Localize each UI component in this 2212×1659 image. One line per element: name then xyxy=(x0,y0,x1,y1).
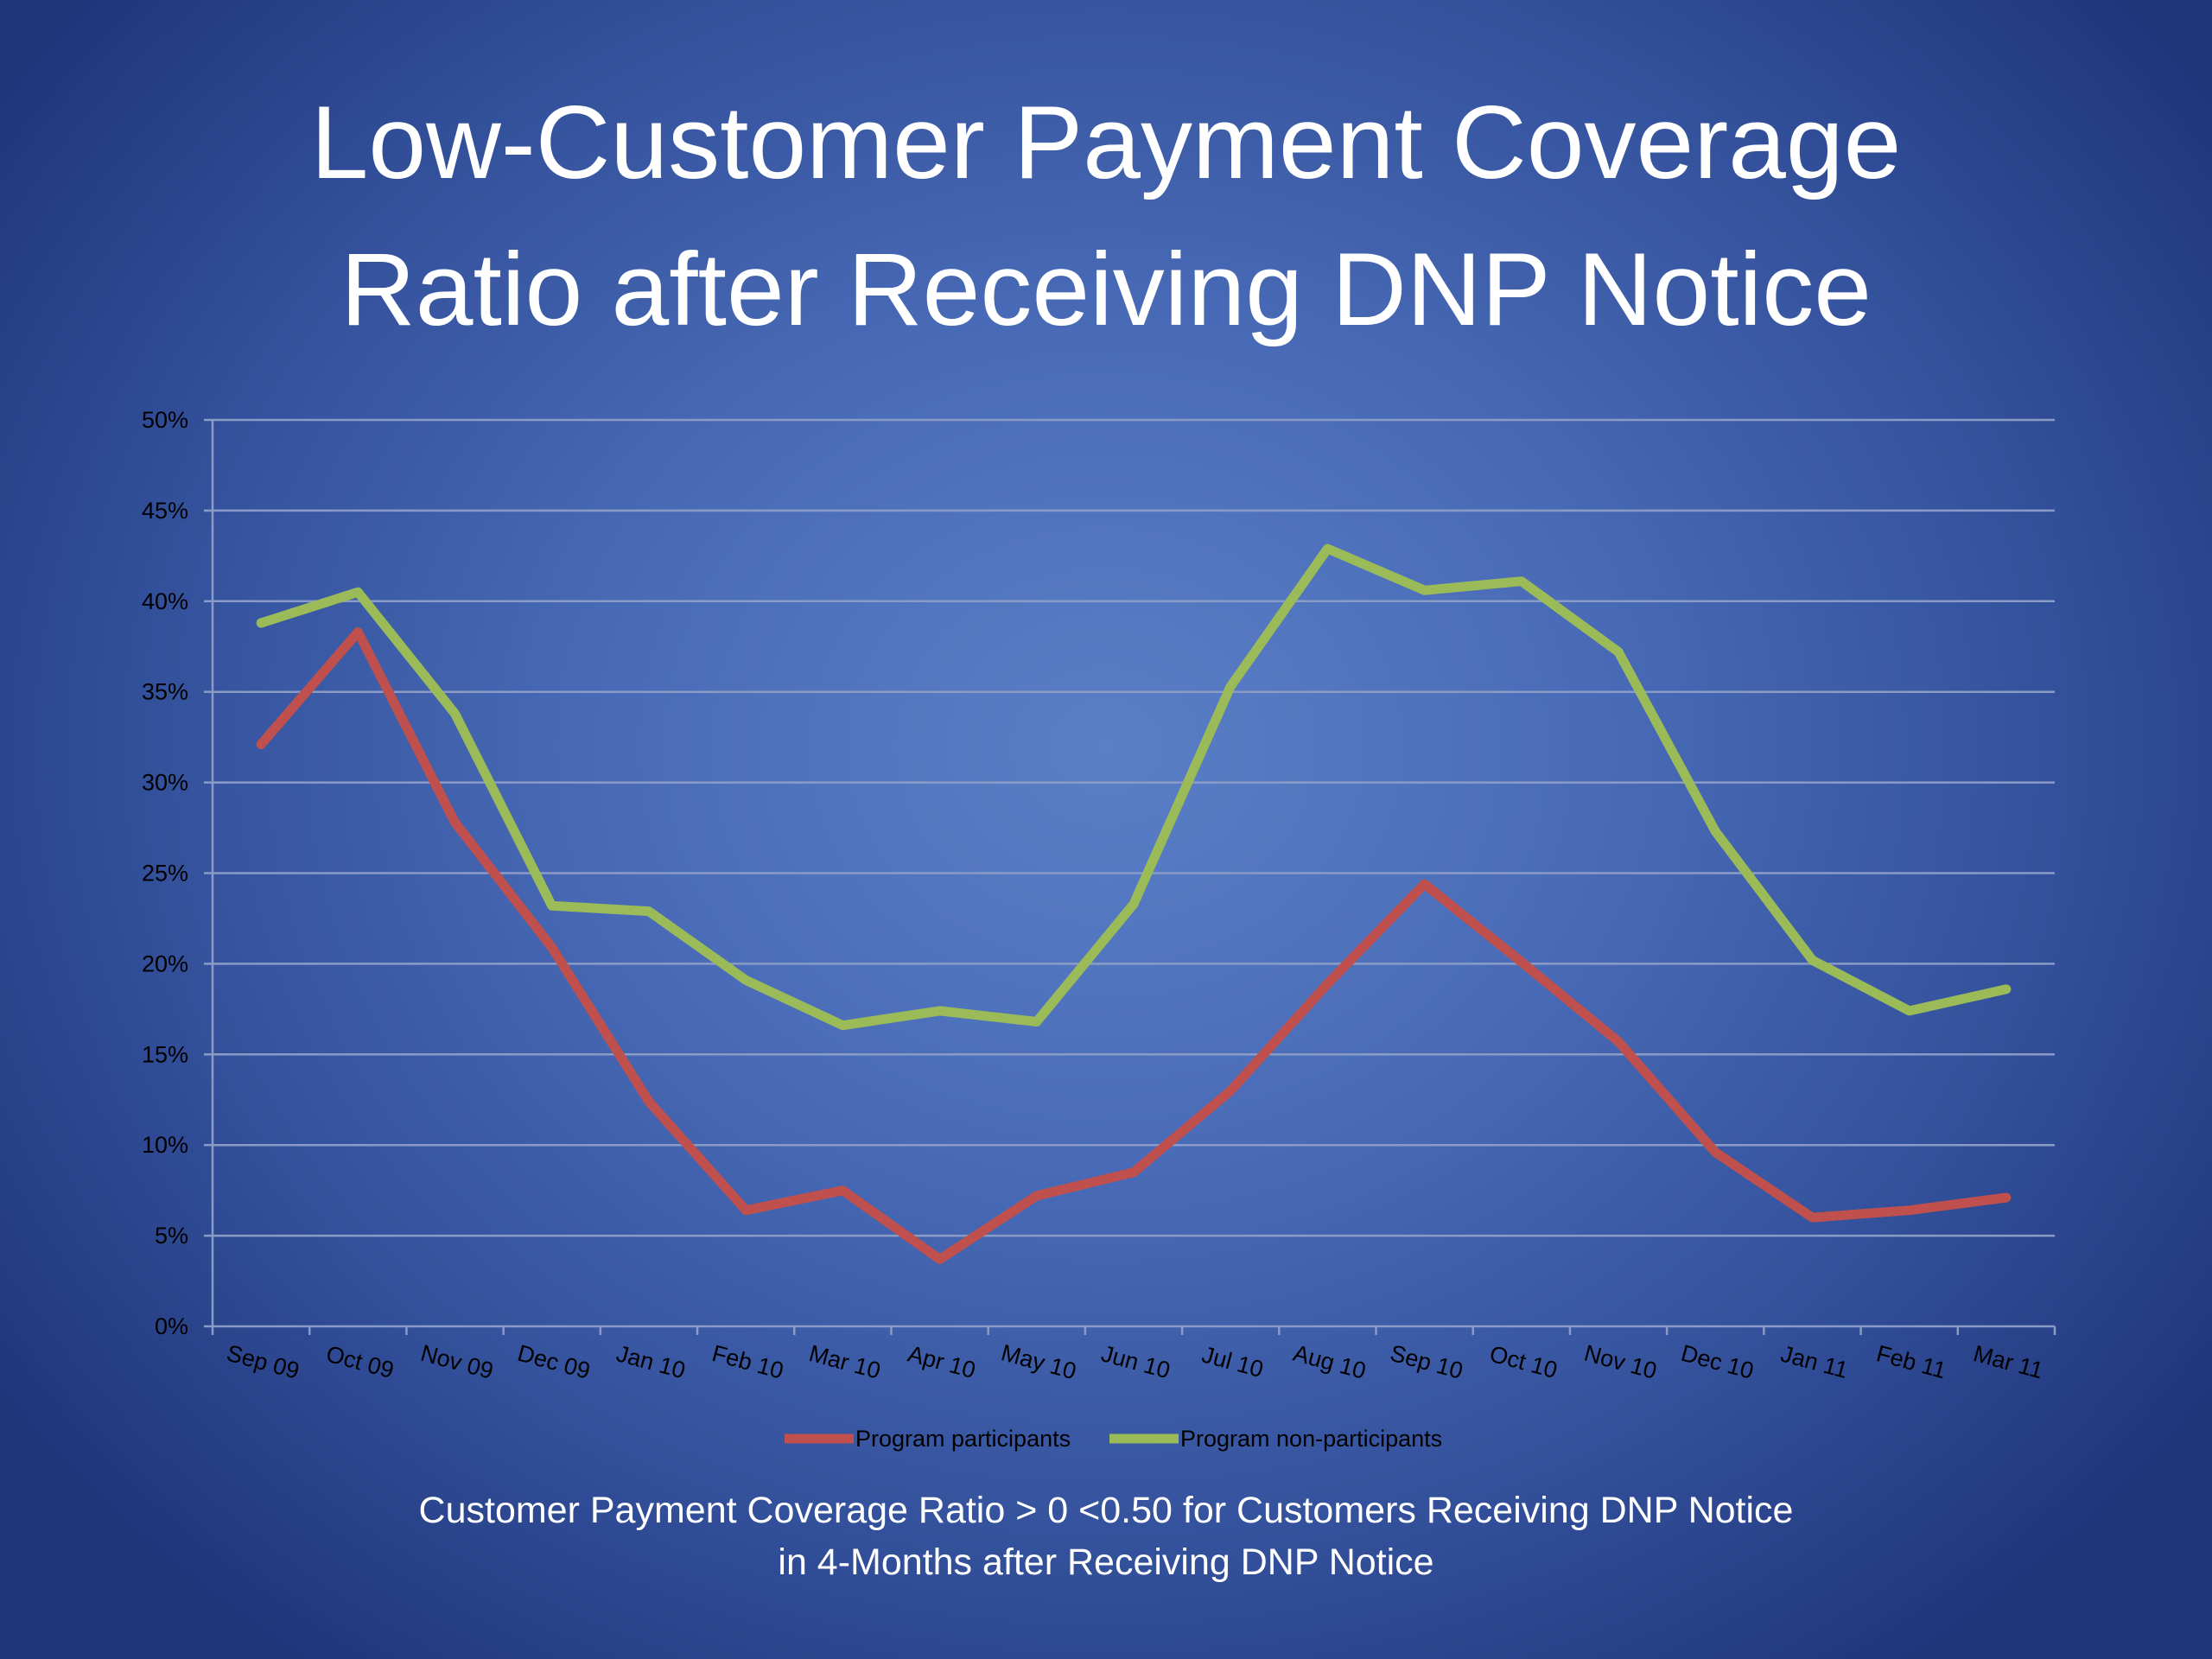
legend-label: Program participants xyxy=(855,1426,1071,1452)
slide-title: Low-Customer Payment Coverage Ratio afte… xyxy=(0,69,2212,363)
x-tick-label: Feb 11 xyxy=(1873,1340,1948,1383)
y-tick-label: 10% xyxy=(142,1132,188,1158)
axes xyxy=(204,418,2056,1335)
chart-caption: Customer Payment Coverage Ratio > 0 <0.5… xyxy=(0,1484,2212,1588)
y-tick-label: 45% xyxy=(142,498,188,524)
caption-line-2: in 4-Months after Receiving DNP Notice xyxy=(778,1541,1434,1583)
gridlines xyxy=(213,418,2055,1237)
x-tick-label: Aug 10 xyxy=(1291,1340,1369,1384)
x-tick-label: Oct 09 xyxy=(323,1341,397,1384)
x-tick-label: Mar 10 xyxy=(806,1340,883,1384)
x-tick-label: Jul 10 xyxy=(1199,1341,1266,1382)
y-tick-label: 15% xyxy=(142,1041,188,1067)
x-tick-label: Jan 10 xyxy=(613,1340,688,1383)
caption-line-1: Customer Payment Coverage Ratio > 0 <0.5… xyxy=(418,1490,1794,1531)
x-tick-label: Sep 10 xyxy=(1388,1340,1465,1384)
x-tick-label: Jun 10 xyxy=(1098,1340,1173,1383)
legend: Program participants Program non-particip… xyxy=(785,1426,1442,1452)
x-tick-label: Nov 09 xyxy=(418,1340,496,1384)
x-tick-label: Jan 11 xyxy=(1778,1341,1851,1383)
line-chart: 0% 5% 10% 15% 20% 25% 30% 35% 40% 45% 50% Sep 09 Oc… xyxy=(142,407,2056,1452)
y-tick-label: 5% xyxy=(155,1223,188,1249)
y-tick-label: 40% xyxy=(142,588,188,614)
x-tick-labels: Sep 09 Oct 09 Nov 09 Dec 09 Jan 10 Feb 10 Mar … xyxy=(224,1339,2046,1384)
y-tick-label: 20% xyxy=(142,950,188,976)
series-lines xyxy=(256,543,2012,1264)
x-tick-label: May 10 xyxy=(998,1339,1078,1384)
x-tick-label: Dec 09 xyxy=(515,1340,593,1384)
y-tick-labels: 0% 5% 10% 15% 20% 25% 30% 35% 40% 45% 50% xyxy=(142,407,188,1339)
y-tick-label: 0% xyxy=(155,1313,188,1339)
x-tick-label: Mar 11 xyxy=(1971,1340,2046,1383)
y-tick-label: 35% xyxy=(142,679,188,705)
legend-label: Program non-participants xyxy=(1180,1426,1442,1452)
series-line-1 xyxy=(256,543,2012,1031)
x-tick-label: Apr 10 xyxy=(906,1341,979,1384)
x-tick-label: Sep 09 xyxy=(224,1340,302,1384)
x-tick-label: Feb 10 xyxy=(709,1340,786,1384)
title-line-2: Ratio after Receiving DNP Notice xyxy=(340,232,1872,347)
y-tick-label: 25% xyxy=(142,861,188,887)
x-tick-label: Dec 10 xyxy=(1678,1340,1756,1384)
series-line-0 xyxy=(256,627,2012,1264)
y-tick-label: 30% xyxy=(142,770,188,796)
y-tick-label: 50% xyxy=(142,407,188,433)
title-line-1: Low-Customer Payment Coverage xyxy=(310,85,1902,200)
x-tick-label: Nov 10 xyxy=(1581,1340,1659,1384)
x-tick-label: Oct 10 xyxy=(1487,1341,1560,1384)
